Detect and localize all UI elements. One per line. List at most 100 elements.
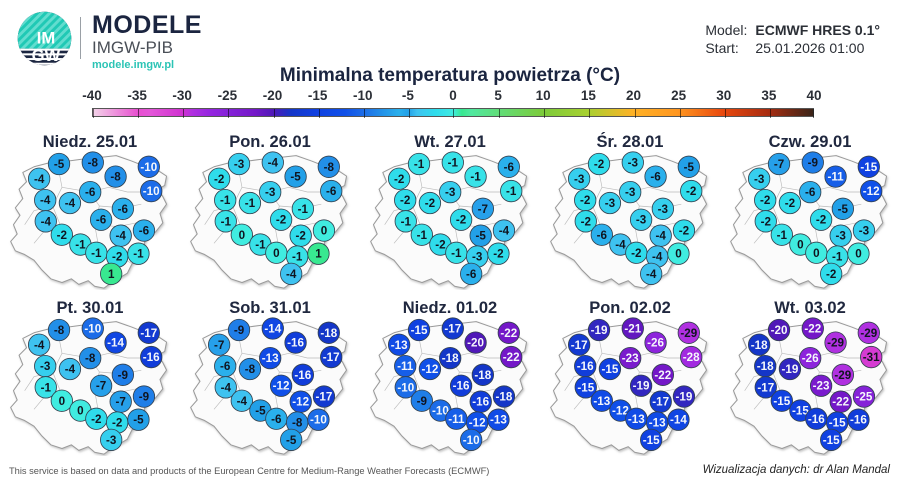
svg-text:-7: -7 — [478, 203, 488, 216]
svg-text:-3: -3 — [574, 173, 585, 186]
svg-text:-1: -1 — [91, 247, 102, 260]
svg-text:-17: -17 — [444, 323, 461, 336]
svg-text:-23: -23 — [622, 352, 639, 365]
svg-text:-2: -2 — [594, 158, 605, 171]
svg-text:-5: -5 — [286, 434, 297, 447]
svg-text:-4: -4 — [41, 215, 52, 228]
svg-text:-29: -29 — [680, 327, 697, 340]
svg-text:-2: -2 — [580, 194, 591, 207]
svg-text:-1: -1 — [448, 157, 459, 170]
svg-text:-2: -2 — [57, 229, 68, 242]
svg-text:-5: -5 — [54, 158, 65, 171]
svg-text:-3: -3 — [836, 230, 847, 243]
svg-text:-17: -17 — [757, 381, 774, 394]
svg-text:-3: -3 — [625, 186, 636, 199]
svg-text:-5: -5 — [255, 405, 266, 418]
svg-text:-6: -6 — [96, 214, 107, 227]
svg-text:-2: -2 — [826, 268, 837, 281]
svg-text:-4: -4 — [499, 225, 510, 238]
svg-text:-2: -2 — [112, 251, 123, 264]
svg-text:-1: -1 — [298, 203, 309, 216]
svg-text:-8: -8 — [54, 324, 65, 337]
svg-text:-2: -2 — [425, 197, 436, 210]
svg-text:-19: -19 — [676, 391, 693, 404]
svg-text:-2: -2 — [679, 225, 690, 238]
svg-text:-6: -6 — [271, 413, 282, 426]
svg-text:1: 1 — [108, 268, 115, 281]
svg-text:-6: -6 — [326, 185, 337, 198]
svg-text:-2: -2 — [456, 214, 467, 227]
svg-text:-7: -7 — [774, 158, 784, 171]
svg-text:-7: -7 — [116, 396, 126, 409]
svg-text:-15: -15 — [411, 324, 428, 337]
svg-text:-22: -22 — [832, 396, 849, 409]
svg-text:-1: -1 — [777, 229, 788, 242]
svg-text:-31: -31 — [863, 351, 880, 364]
svg-text:-1: -1 — [832, 251, 843, 264]
svg-text:-12: -12 — [863, 185, 880, 198]
svg-text:IM: IM — [37, 29, 55, 48]
svg-text:-22: -22 — [654, 369, 671, 382]
svg-text:0: 0 — [321, 225, 327, 238]
svg-text:-6: -6 — [650, 171, 661, 184]
svg-text:-15: -15 — [823, 434, 840, 447]
svg-text:-17: -17 — [140, 327, 157, 340]
svg-text:-22: -22 — [500, 327, 517, 340]
svg-text:0: 0 — [855, 248, 861, 261]
svg-text:-29: -29 — [834, 369, 851, 382]
svg-text:-23: -23 — [813, 380, 830, 393]
svg-text:-11: -11 — [397, 360, 414, 373]
svg-text:-4: -4 — [268, 157, 279, 170]
svg-text:0: 0 — [813, 247, 819, 260]
svg-text:-4: -4 — [34, 339, 45, 352]
svg-text:-4: -4 — [286, 268, 297, 281]
svg-text:-13: -13 — [628, 413, 645, 426]
svg-text:-16: -16 — [143, 351, 160, 364]
svg-text:-10: -10 — [143, 185, 160, 198]
svg-text:-12: -12 — [422, 363, 439, 376]
svg-text:-2: -2 — [91, 413, 102, 426]
svg-text:-13: -13 — [490, 414, 507, 427]
svg-text:-2: -2 — [761, 215, 772, 228]
svg-text:-2: -2 — [394, 173, 405, 186]
svg-text:-1: -1 — [506, 185, 517, 198]
svg-text:-9: -9 — [417, 395, 428, 408]
svg-text:-19: -19 — [591, 324, 608, 337]
svg-text:-4: -4 — [615, 239, 626, 252]
svg-text:-2: -2 — [112, 417, 123, 430]
svg-text:-13: -13 — [593, 395, 610, 408]
svg-text:-3: -3 — [234, 158, 245, 171]
svg-text:-26: -26 — [802, 352, 819, 365]
svg-text:-26: -26 — [647, 337, 664, 350]
svg-text:-18: -18 — [757, 360, 774, 373]
svg-text:-3: -3 — [445, 186, 456, 199]
svg-text:-6: -6 — [597, 229, 608, 242]
svg-text:-8: -8 — [88, 157, 99, 170]
svg-text:-3: -3 — [754, 173, 765, 186]
svg-text:-2: -2 — [686, 185, 697, 198]
svg-text:-4: -4 — [40, 194, 51, 207]
svg-text:-6: -6 — [466, 268, 477, 281]
svg-text:-12: -12 — [469, 417, 486, 430]
svg-text:-3: -3 — [628, 157, 639, 170]
svg-text:-7: -7 — [96, 380, 106, 393]
svg-text:-4: -4 — [116, 230, 127, 243]
svg-text:-14: -14 — [107, 337, 124, 350]
svg-text:-3: -3 — [636, 214, 647, 227]
svg-text:-17: -17 — [323, 351, 340, 364]
svg-text:-18: -18 — [474, 369, 491, 382]
svg-text:-2: -2 — [296, 230, 307, 243]
svg-text:-29: -29 — [827, 337, 844, 350]
svg-text:-1: -1 — [401, 215, 412, 228]
svg-text:-15: -15 — [577, 381, 594, 394]
svg-text:-4: -4 — [65, 197, 76, 210]
svg-text:-15: -15 — [860, 161, 877, 174]
svg-text:-11: -11 — [827, 171, 844, 184]
svg-text:-6: -6 — [118, 203, 129, 216]
svg-text:-5: -5 — [684, 161, 695, 174]
svg-text:-22: -22 — [804, 323, 821, 336]
svg-text:-4: -4 — [34, 173, 45, 186]
svg-text:-1: -1 — [292, 251, 303, 264]
svg-text:-10: -10 — [310, 414, 327, 427]
svg-text:-18: -18 — [751, 339, 768, 352]
